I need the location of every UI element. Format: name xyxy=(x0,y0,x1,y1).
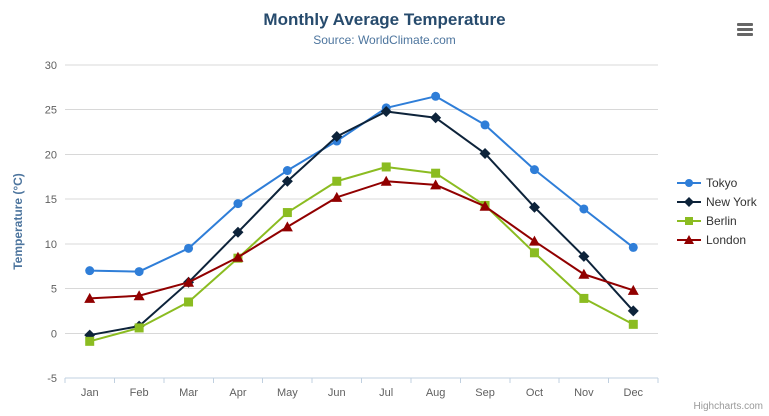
data-point-new-york[interactable] xyxy=(627,305,639,317)
data-point-new-york[interactable] xyxy=(479,148,491,160)
chart-subtitle: Source: WorldClimate.com xyxy=(313,33,456,47)
data-point-tokyo[interactable] xyxy=(233,199,243,209)
data-point-new-york[interactable] xyxy=(331,131,343,143)
series-line-tokyo[interactable] xyxy=(88,95,635,273)
x-axis-tick-label: Feb xyxy=(130,387,149,399)
export-menu-button[interactable] xyxy=(733,18,757,40)
series-line-berlin[interactable] xyxy=(88,165,635,343)
x-axis-tick-label: Dec xyxy=(624,387,644,399)
data-point-tokyo[interactable] xyxy=(282,166,292,176)
data-point-tokyo[interactable] xyxy=(184,243,194,253)
legend-label: Tokyo xyxy=(706,175,738,190)
x-axis-tick-label: Jun xyxy=(328,387,346,399)
data-point-tokyo[interactable] xyxy=(628,242,638,252)
x-axis-tick-label: Sep xyxy=(475,387,495,399)
x-axis-tick-label: May xyxy=(277,387,298,399)
data-point-new-york[interactable] xyxy=(380,106,392,118)
data-point-london[interactable] xyxy=(84,292,96,303)
data-point-new-york[interactable] xyxy=(232,226,244,238)
data-point-berlin[interactable] xyxy=(134,323,144,333)
data-point-london[interactable] xyxy=(479,200,491,211)
triangle-legend-marker-icon xyxy=(677,234,701,244)
chart-title: Monthly Average Temperature xyxy=(263,10,506,29)
y-axis-tick-label: 25 xyxy=(45,105,57,117)
data-point-berlin[interactable] xyxy=(184,297,194,307)
data-point-london[interactable] xyxy=(578,268,590,279)
y-axis-title: Temperature (°C) xyxy=(11,173,25,270)
data-point-berlin[interactable] xyxy=(529,248,539,258)
data-point-london[interactable] xyxy=(232,251,244,262)
x-axis-tick-label: Apr xyxy=(229,387,246,399)
data-point-berlin[interactable] xyxy=(431,168,441,178)
data-point-london[interactable] xyxy=(430,179,442,190)
data-point-tokyo[interactable] xyxy=(85,266,95,276)
data-point-tokyo[interactable] xyxy=(579,204,589,214)
data-point-london[interactable] xyxy=(627,284,639,295)
data-point-tokyo[interactable] xyxy=(134,267,144,277)
data-point-berlin[interactable] xyxy=(628,319,638,329)
x-axis-tick-label: Mar xyxy=(179,387,198,399)
y-axis-tick-label: 10 xyxy=(45,239,57,251)
legend-label: Berlin xyxy=(706,213,737,228)
hamburger-icon xyxy=(737,32,753,36)
data-point-london[interactable] xyxy=(133,290,145,301)
diamond-icon xyxy=(684,196,694,207)
x-axis-tick-label: Jul xyxy=(379,387,393,399)
data-point-new-york[interactable] xyxy=(578,250,590,262)
legend-item-berlin[interactable]: Berlin xyxy=(677,211,757,230)
x-axis-tick-label: Aug xyxy=(426,387,446,399)
circle-legend-marker-icon xyxy=(677,178,701,187)
data-point-berlin[interactable] xyxy=(381,162,391,172)
y-axis-tick-label: 0 xyxy=(51,328,57,340)
y-axis-tick-label: 15 xyxy=(45,194,57,206)
data-point-london[interactable] xyxy=(380,175,392,186)
data-point-london[interactable] xyxy=(183,276,195,287)
hamburger-icon xyxy=(737,27,753,31)
series-line-london[interactable] xyxy=(88,180,635,300)
data-point-berlin[interactable] xyxy=(282,208,292,218)
triangle-icon xyxy=(684,234,694,244)
y-axis-tick-label: 30 xyxy=(45,60,57,72)
legend-item-london[interactable]: London xyxy=(677,230,757,249)
square-icon xyxy=(685,216,693,225)
data-point-new-york[interactable] xyxy=(528,201,540,213)
data-point-new-york[interactable] xyxy=(430,112,442,124)
data-point-tokyo[interactable] xyxy=(529,165,539,175)
data-point-london[interactable] xyxy=(281,221,293,232)
circle-icon xyxy=(685,178,693,187)
y-axis-tick-label: 5 xyxy=(51,284,57,296)
data-point-berlin[interactable] xyxy=(85,336,95,346)
series-line-new-york[interactable] xyxy=(88,110,635,337)
hamburger-icon xyxy=(737,22,753,26)
legend: Tokyo New York Berlin London xyxy=(677,173,757,249)
legend-item-new-york[interactable]: New York xyxy=(677,192,757,211)
legend-label: London xyxy=(706,232,747,247)
x-axis-tick-label: Nov xyxy=(574,387,594,399)
data-point-berlin[interactable] xyxy=(579,293,589,303)
highcharts-credit-link[interactable]: Highcharts.com xyxy=(693,401,763,412)
data-point-berlin[interactable] xyxy=(332,176,342,186)
y-axis-tick-label: 20 xyxy=(45,149,57,161)
legend-item-tokyo[interactable]: Tokyo xyxy=(677,173,757,192)
data-point-london[interactable] xyxy=(528,235,540,246)
square-legend-marker-icon xyxy=(677,216,701,225)
data-point-new-york[interactable] xyxy=(281,175,293,187)
y-axis-tick-label: -5 xyxy=(47,373,57,385)
data-point-london[interactable] xyxy=(331,191,343,202)
data-point-tokyo[interactable] xyxy=(431,91,441,101)
legend-label: New York xyxy=(706,194,757,209)
diamond-legend-marker-icon xyxy=(677,196,701,207)
x-axis-tick-label: Oct xyxy=(526,387,543,399)
data-point-tokyo[interactable] xyxy=(480,120,490,130)
x-axis-tick-label: Jan xyxy=(81,387,99,399)
